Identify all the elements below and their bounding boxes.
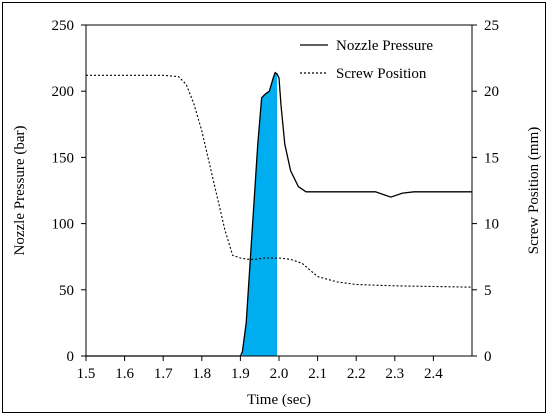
x-tick-label: 2.0: [270, 366, 289, 382]
left-y-tick-label: 50: [59, 283, 74, 299]
right-y-tick-label: 5: [484, 283, 492, 299]
right-y-tick-label: 0: [484, 349, 492, 365]
right-y-axis-title: Screw Position (mm): [526, 127, 542, 255]
left-y-tick-label: 0: [67, 349, 75, 365]
x-tick-label: 1.7: [154, 366, 173, 382]
x-axis-title: Time (sec): [247, 392, 311, 408]
series-line-screw-position: [86, 74, 473, 288]
legend-label-screw-position: Screw Position: [336, 66, 427, 82]
legend-label-nozzle-pressure: Nozzle Pressure: [336, 38, 433, 54]
plot-area: [86, 71, 473, 357]
axes: 1.5 1.6 1.7 1.8 1.9 2.0 2.1 2.2 2.3 2.40501001502…: [52, 18, 500, 382]
left-y-tick-label: 100: [52, 217, 75, 233]
x-tick-label: 2.2: [347, 366, 366, 382]
left-y-tick-label: 150: [52, 150, 75, 166]
x-tick-label: 2.4: [424, 366, 443, 382]
left-y-tick-label: 250: [52, 18, 75, 34]
right-y-tick-label: 10: [484, 217, 499, 233]
x-tick-label: 1.9: [231, 366, 250, 382]
shaded-region: [242, 72, 278, 356]
x-tick-label: 1.6: [115, 366, 134, 382]
legend: Nozzle Pressure Screw Position: [300, 38, 433, 82]
x-tick-label: 1.8: [192, 366, 211, 382]
series-line-nozzle-pressure: [86, 71, 472, 357]
x-tick-label: 2.1: [308, 366, 327, 382]
right-y-tick-label: 15: [484, 150, 499, 166]
right-y-tick-label: 25: [484, 18, 499, 34]
x-tick-label: 1.5: [77, 366, 96, 382]
right-y-tick-label: 20: [484, 84, 499, 100]
left-y-axis-title: Nozzle Pressure (bar): [12, 126, 28, 256]
left-y-tick-label: 200: [52, 84, 75, 100]
x-tick-label: 2.3: [385, 366, 404, 382]
